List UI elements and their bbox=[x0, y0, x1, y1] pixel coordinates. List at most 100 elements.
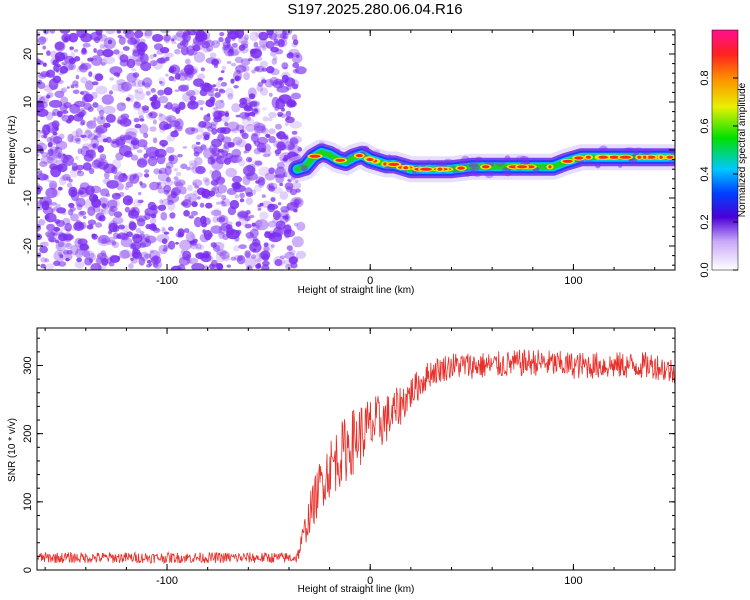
noise-speckle bbox=[95, 85, 108, 95]
noise-speckle bbox=[68, 57, 76, 65]
noise-speckle bbox=[153, 168, 161, 175]
noise-speckle bbox=[144, 30, 153, 37]
noise-speckle bbox=[46, 92, 54, 98]
noise-speckle bbox=[251, 133, 258, 142]
track-speckle bbox=[642, 148, 652, 155]
noise-speckle bbox=[117, 34, 123, 39]
noise-speckle bbox=[244, 143, 252, 152]
noise-speckle bbox=[137, 79, 145, 88]
noise-speckle bbox=[196, 99, 205, 106]
noise-speckle bbox=[121, 81, 132, 92]
noise-speckle bbox=[183, 30, 191, 36]
noise-speckle bbox=[152, 137, 158, 144]
noise-speckle bbox=[189, 240, 195, 244]
noise-speckle bbox=[93, 117, 97, 122]
noise-speckle bbox=[215, 82, 222, 88]
noise-speckle bbox=[92, 205, 101, 213]
noise-speckle bbox=[284, 182, 294, 191]
track-speckle bbox=[501, 159, 507, 164]
noise-speckle bbox=[245, 252, 251, 259]
noise-speckle bbox=[76, 30, 88, 39]
noise-speckle bbox=[285, 110, 292, 118]
noise-speckle bbox=[202, 177, 210, 183]
noise-speckle bbox=[78, 210, 85, 217]
noise-speckle bbox=[261, 194, 266, 199]
noise-speckle bbox=[274, 259, 283, 266]
noise-speckle bbox=[246, 116, 252, 122]
track-speckle bbox=[504, 155, 511, 162]
noise-speckle bbox=[128, 263, 134, 269]
noise-speckle bbox=[126, 58, 136, 69]
noise-speckle bbox=[280, 39, 288, 47]
colorbar-tick-label: 0.0 bbox=[699, 262, 711, 277]
noise-speckle bbox=[264, 172, 276, 181]
noise-speckle bbox=[191, 127, 196, 132]
noise-speckle bbox=[74, 219, 83, 230]
noise-speckle bbox=[274, 80, 279, 85]
noise-speckle bbox=[275, 132, 282, 137]
spectrogram-ylabel: Frequency (Hz) bbox=[7, 116, 18, 185]
noise-speckle bbox=[65, 257, 70, 262]
noise-speckle bbox=[84, 198, 98, 211]
noise-speckle bbox=[263, 246, 270, 252]
noise-speckle bbox=[76, 68, 82, 73]
noise-speckle bbox=[238, 44, 246, 51]
noise-speckle bbox=[54, 90, 65, 99]
noise-speckle bbox=[209, 52, 217, 59]
noise-speckle bbox=[279, 191, 289, 200]
noise-speckle bbox=[241, 132, 249, 140]
y-tick-label: 0 bbox=[22, 567, 34, 573]
noise-speckle bbox=[132, 72, 140, 78]
noise-speckle bbox=[66, 176, 71, 182]
noise-speckle bbox=[159, 47, 170, 54]
noise-speckle bbox=[282, 30, 287, 36]
noise-speckle bbox=[130, 257, 134, 261]
x-tick-label: 0 bbox=[367, 275, 373, 287]
noise-speckle bbox=[49, 30, 56, 34]
noise-speckle bbox=[37, 170, 43, 175]
noise-speckle bbox=[50, 57, 57, 66]
x-tick-label: 0 bbox=[367, 575, 373, 587]
noise-speckle bbox=[69, 206, 76, 212]
noise-speckle bbox=[75, 197, 86, 208]
noise-speckle bbox=[216, 127, 227, 134]
noise-speckle bbox=[234, 75, 241, 81]
noise-speckle bbox=[53, 249, 67, 262]
noise-speckle bbox=[65, 242, 71, 247]
colorbar-tick-label: 0.2 bbox=[699, 214, 711, 229]
noise-speckle bbox=[191, 89, 200, 96]
noise-speckle bbox=[230, 78, 235, 84]
noise-speckle bbox=[139, 118, 145, 122]
noise-speckle bbox=[193, 146, 203, 155]
y-tick-label: 300 bbox=[22, 356, 34, 374]
noise-speckle bbox=[139, 123, 149, 135]
noise-speckle bbox=[255, 263, 262, 269]
noise-speckle bbox=[171, 38, 175, 42]
noise-speckle bbox=[249, 228, 259, 238]
noise-speckle bbox=[158, 244, 169, 255]
noise-speckle bbox=[216, 216, 226, 223]
noise-speckle bbox=[133, 40, 140, 49]
noise-speckle bbox=[157, 172, 170, 182]
noise-speckle bbox=[147, 156, 158, 167]
track-core bbox=[637, 155, 642, 159]
noise-speckle bbox=[104, 171, 110, 179]
noise-speckle bbox=[197, 124, 201, 128]
noise-speckle bbox=[221, 136, 232, 144]
noise-speckle bbox=[220, 70, 225, 73]
noise-speckle bbox=[133, 173, 138, 177]
noise-speckle bbox=[229, 199, 240, 210]
noise-speckle bbox=[121, 233, 129, 241]
noise-speckle bbox=[242, 215, 248, 221]
noise-speckle bbox=[213, 110, 223, 120]
noise-speckle bbox=[108, 220, 118, 229]
snr-panel: -100 0 100 0 100 200 300 Height of straight li… bbox=[7, 327, 676, 595]
noise-speckle bbox=[284, 77, 296, 87]
track-speckle bbox=[387, 154, 392, 162]
noise-speckle bbox=[66, 182, 73, 188]
noise-speckle bbox=[248, 243, 258, 252]
noise-speckle bbox=[83, 102, 92, 111]
noise-speckle bbox=[137, 87, 144, 95]
noise-speckle bbox=[59, 103, 68, 112]
noise-speckle bbox=[200, 67, 205, 72]
